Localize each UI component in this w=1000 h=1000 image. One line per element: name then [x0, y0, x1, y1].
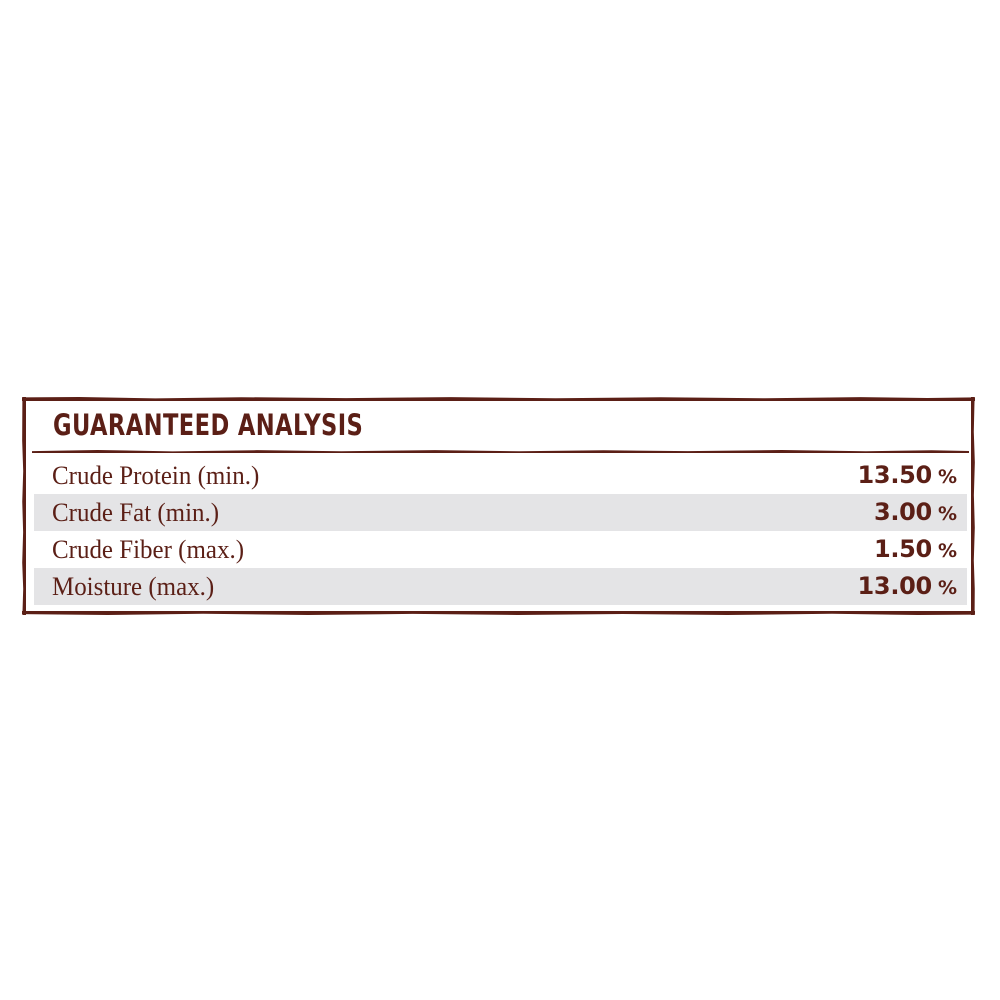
- nutrient-unit: %: [937, 502, 957, 525]
- nutrient-unit: %: [937, 539, 957, 562]
- table-row: Crude Fiber (max.) 1.50 %: [34, 531, 967, 568]
- heading-divider-rule: [32, 450, 969, 453]
- table-row: Moisture (max.) 13.00 %: [34, 568, 967, 605]
- nutrient-label: Crude Protein (min.): [52, 460, 260, 490]
- panel-heading: GUARANTEED ANALYSIS: [53, 408, 364, 442]
- panel-content: GUARANTEED ANALYSIS Crude Protein (min.)…: [26, 401, 971, 611]
- nutrient-amount: 13.00 %: [858, 572, 957, 602]
- nutrient-value: 1.50: [873, 534, 932, 563]
- nutrient-value: 3.00: [873, 497, 932, 526]
- panel-border-bottom: [22, 611, 975, 615]
- nutrient-unit: %: [937, 576, 957, 599]
- nutrient-label: Crude Fiber (max.): [52, 534, 245, 564]
- table-row: Crude Fat (min.) 3.00 %: [34, 494, 967, 531]
- nutrient-amount: 1.50 %: [874, 535, 957, 565]
- panel-border-right: [971, 397, 975, 615]
- nutrient-unit: %: [937, 465, 957, 488]
- panel-border-left: [22, 397, 26, 615]
- nutrition-rows: Crude Protein (min.) 13.50 % Crude Fat (…: [26, 457, 971, 605]
- nutrient-label: Moisture (max.): [52, 571, 215, 601]
- nutrient-label: Crude Fat (min.): [52, 497, 220, 527]
- nutrient-value: 13.50: [857, 460, 933, 489]
- table-row: Crude Protein (min.) 13.50 %: [34, 457, 967, 494]
- panel-border-top: [22, 397, 975, 401]
- nutrient-amount: 3.00 %: [874, 498, 957, 528]
- nutrient-amount: 13.50 %: [858, 461, 957, 491]
- guaranteed-analysis-panel: GUARANTEED ANALYSIS Crude Protein (min.)…: [22, 397, 975, 615]
- nutrient-value: 13.00: [857, 571, 933, 600]
